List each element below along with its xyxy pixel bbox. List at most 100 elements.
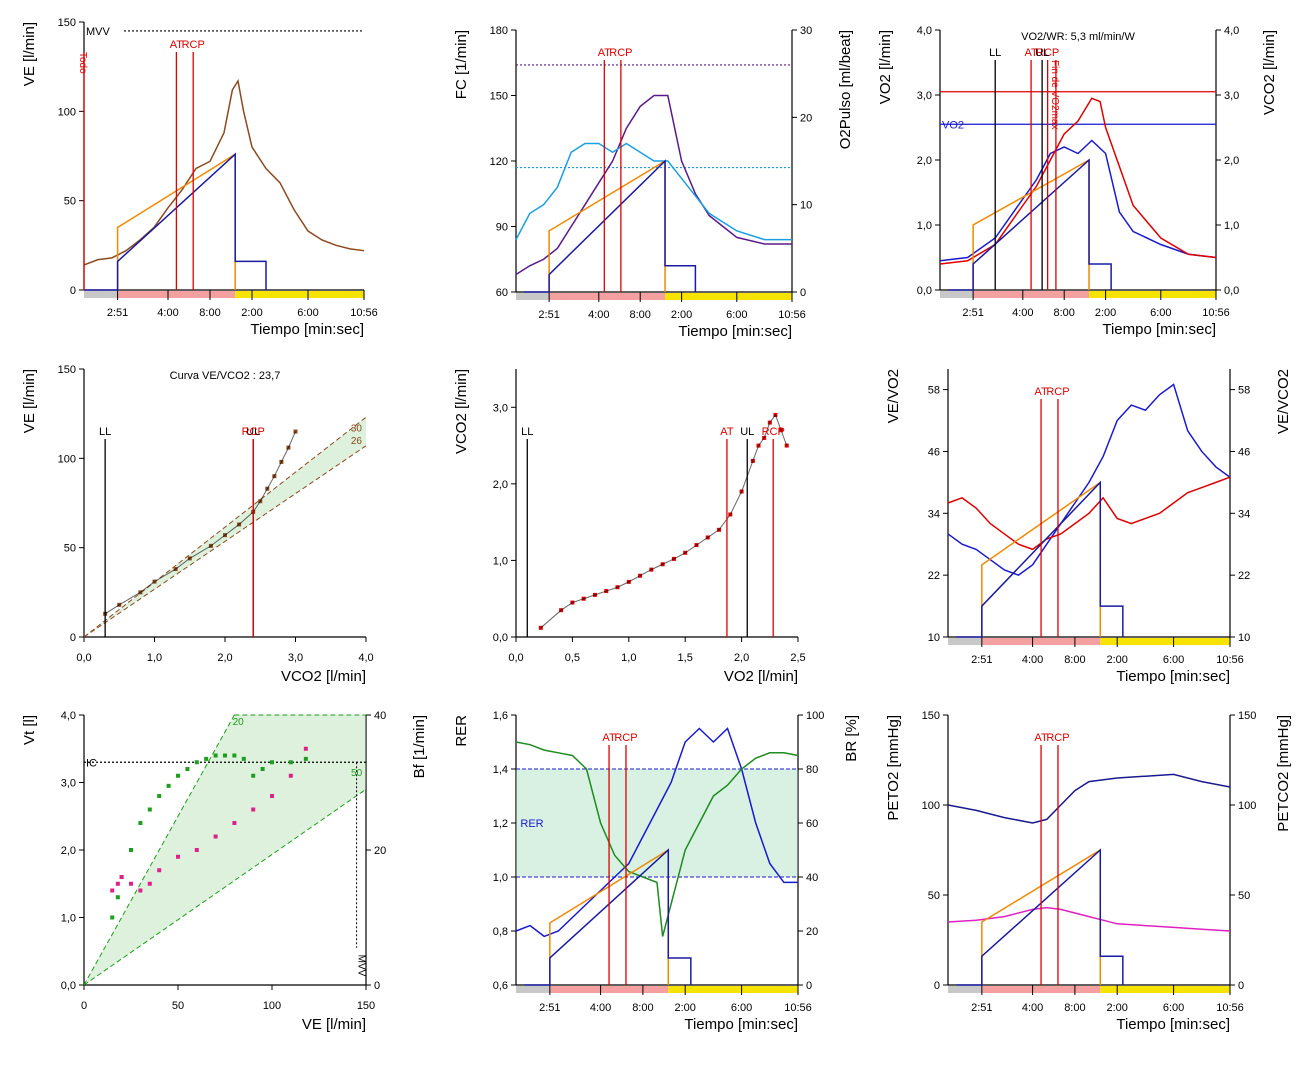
point [119, 875, 124, 879]
point [270, 794, 274, 798]
y-tick-label: 150 [922, 710, 940, 722]
marker-label: Todo [77, 52, 88, 74]
y-tick-label: 50 [64, 543, 76, 555]
y2-tick-label: 100 [806, 710, 824, 722]
y-axis-label: VE/VO2 [885, 369, 902, 423]
y-tick-label: 50 [928, 890, 940, 902]
x-tick-label: 1,0 [621, 652, 636, 664]
series-line-ve-vo2 [947, 383, 1231, 576]
phase-rest [516, 293, 550, 300]
y2-tick-label: 40 [806, 872, 818, 884]
point [288, 773, 293, 778]
point [288, 760, 293, 765]
x-tick-label: 4:00 [157, 307, 178, 319]
x-tick-label: 8:00 [199, 307, 220, 319]
point [115, 881, 120, 886]
y-tick-label: 120 [490, 156, 508, 168]
y-axis-label: VE [l/min] [21, 22, 38, 86]
y-tick-label: 1,4 [493, 764, 508, 776]
y-tick-label: 0 [934, 980, 940, 992]
y2-tick-label: 0,0 [1224, 285, 1239, 297]
point [241, 756, 246, 761]
y-tick-label: 1,0 [61, 913, 76, 925]
phase-rest [516, 986, 550, 993]
series-line [524, 159, 697, 293]
x-tick-label: 50 [172, 1000, 184, 1012]
y-tick-label: 0,8 [493, 926, 508, 938]
y-tick-label: 2,0 [61, 845, 76, 857]
x-tick-label: 2,0 [217, 652, 232, 664]
marker-label: UL [246, 426, 260, 438]
point [204, 756, 209, 761]
y2-tick-label: 20 [374, 845, 386, 857]
rer-band [516, 769, 798, 877]
point [110, 915, 115, 920]
phase-exercise [549, 986, 669, 993]
y-tick-label: 0,0 [61, 980, 76, 992]
x-tick-label: 4:00 [588, 309, 609, 321]
y2-axis-label: BR [%] [843, 715, 860, 762]
y-tick-label: 3,0 [61, 778, 76, 790]
y-axis-label: VCO2 [l/min] [453, 369, 470, 454]
marker-label: RCP [1046, 386, 1069, 398]
marker-label: RCP [1046, 732, 1069, 744]
chart-p1: 0 50 100 150 2:51 4:00 8:00 2:00 6:00 10:56 Tiempo… [21, 17, 378, 338]
y-tick-label: 0,6 [493, 980, 508, 992]
trend-line [540, 413, 788, 629]
y-tick-label: 0,0 [493, 632, 508, 644]
phase-recovery [665, 293, 792, 300]
marker-label: AT [1024, 47, 1038, 59]
x-axis-label: Tiempo [min:sec] [1116, 1016, 1230, 1033]
y-tick-label: 100 [922, 800, 940, 812]
y-tick-label: 60 [496, 287, 508, 299]
y-tick-label: 2,0 [493, 479, 508, 491]
x-tick-label: 8:00 [1064, 654, 1085, 666]
y-tick-label: 0,0 [917, 285, 932, 297]
point [138, 888, 143, 893]
y-tick-label: 0 [70, 632, 76, 644]
y-tick-label: 58 [928, 385, 940, 397]
point [115, 895, 120, 900]
x-tick-label: 2:51 [539, 1002, 560, 1014]
y-tick-label: 3,0 [493, 402, 508, 414]
chart-p7: 0,0 1,0 2,0 3,0 4,0 0 20 40 0 50 100 150 VE [l/min] V… [21, 710, 428, 1033]
y2-tick-label: 0 [374, 980, 380, 992]
point [303, 756, 308, 761]
x-tick-label: 2,5 [790, 652, 805, 664]
band-label: RER [520, 818, 543, 830]
y-tick-label: 1,6 [493, 710, 508, 722]
y-tick-label: 50 [64, 196, 76, 208]
y2-tick-label: 50 [1238, 890, 1250, 902]
point [176, 773, 180, 778]
marker-label: RCP [762, 426, 785, 438]
series-line-rer [515, 727, 798, 938]
x-tick-label: 10:56 [350, 307, 378, 319]
chart-p2: 60 90 120 150 180 0 10 20 30 2:51 4:00 8:00 2:00 6:00… [453, 25, 854, 340]
x-tick-label: 10:56 [784, 1002, 812, 1014]
y-axis-label: VO2 [l/min] [877, 30, 894, 104]
x-tick-label: 6:00 [726, 309, 747, 321]
series-line-fc [515, 94, 792, 276]
y2-tick-label: 20 [806, 926, 818, 938]
marker-label: UL [1035, 47, 1049, 59]
chart-p9: 0 50 100 150 0 50 100 150 2:51 4:00 8:00 2:00 6:00 10… [885, 710, 1292, 1033]
y-tick-label: 4,0 [61, 710, 76, 722]
point [251, 773, 256, 778]
x-tick-label: 0,0 [508, 652, 523, 664]
y-tick-label: 1,0 [493, 555, 508, 567]
x-axis-label: Tiempo [min:sec] [250, 321, 364, 338]
y2-tick-label: 0 [1238, 980, 1244, 992]
ref-label: VO2 [942, 119, 964, 131]
series-line [956, 848, 1124, 986]
marker-label: Fin de VO2max [1049, 60, 1060, 129]
breathing-reserve-area [84, 715, 366, 985]
series-line-vco2 [939, 97, 1217, 265]
point [129, 848, 133, 852]
y-tick-label: 1,2 [493, 818, 508, 830]
y-tick-label: 90 [496, 222, 508, 234]
x-tick-label: 4:00 [1012, 307, 1033, 319]
y2-tick-label: 22 [1238, 570, 1250, 582]
y-axis-label: RER [453, 715, 470, 747]
y-axis-label: FC [1/min] [453, 30, 470, 99]
